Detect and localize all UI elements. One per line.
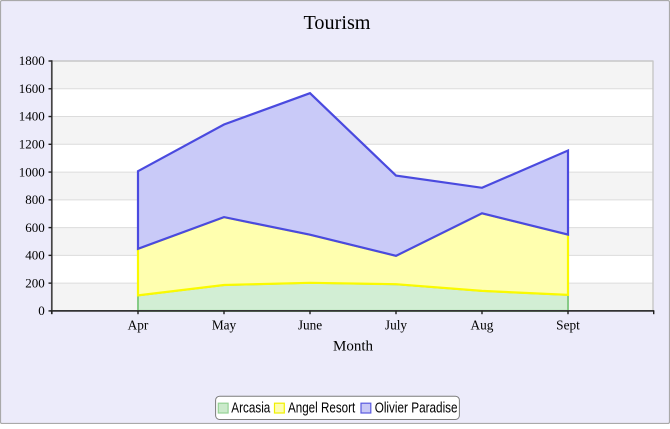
svg-text:Month: Month <box>333 339 374 355</box>
svg-text:0: 0 <box>38 303 45 318</box>
svg-text:400: 400 <box>25 248 45 263</box>
svg-text:Sept: Sept <box>556 317 580 332</box>
svg-text:Tourism: Tourism <box>304 13 371 34</box>
svg-text:Arcasia: Arcasia <box>231 400 271 416</box>
svg-text:June: June <box>298 317 322 332</box>
svg-text:600: 600 <box>25 220 45 235</box>
svg-text:Olivier Paradise: Olivier Paradise <box>375 400 458 416</box>
svg-text:Aug: Aug <box>471 317 494 332</box>
svg-text:1400: 1400 <box>19 109 45 124</box>
svg-text:Angel Resort: Angel Resort <box>288 400 355 416</box>
svg-text:Apr: Apr <box>128 317 149 332</box>
svg-text:1200: 1200 <box>19 137 45 152</box>
svg-text:May: May <box>212 317 237 332</box>
svg-text:July: July <box>385 317 408 332</box>
svg-text:1000: 1000 <box>19 164 45 179</box>
svg-text:800: 800 <box>25 192 45 207</box>
svg-text:200: 200 <box>25 275 45 290</box>
svg-text:1600: 1600 <box>19 81 45 96</box>
svg-text:1800: 1800 <box>19 53 45 68</box>
